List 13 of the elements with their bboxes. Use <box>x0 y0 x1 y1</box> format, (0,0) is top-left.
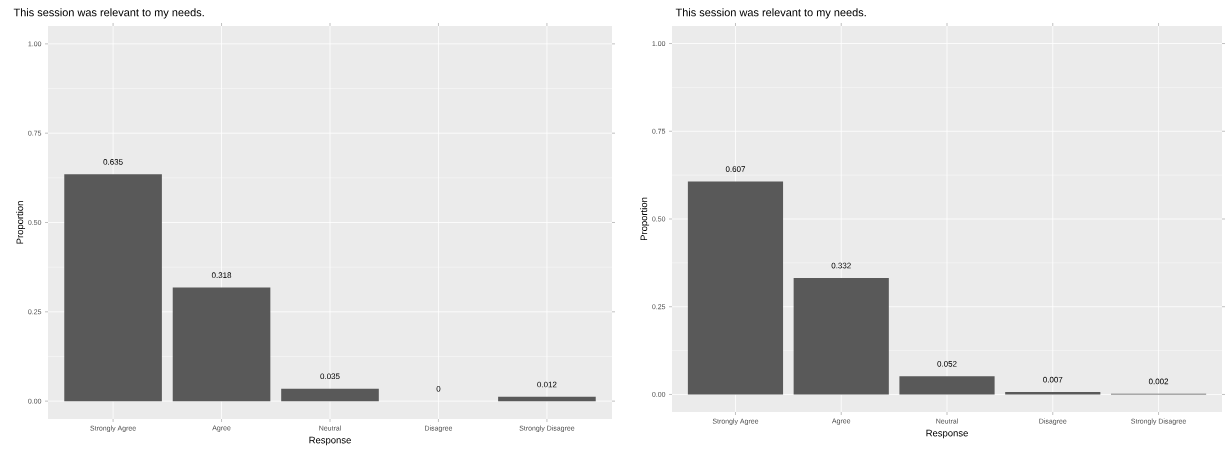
y-axis-title: Proportion <box>16 201 26 244</box>
bar <box>64 174 162 402</box>
bar <box>281 388 379 402</box>
x-axis-title: Response <box>926 429 968 439</box>
bar <box>687 181 784 395</box>
bar <box>498 396 596 402</box>
chart-title: This session was relevant to my needs. <box>675 8 866 19</box>
bar <box>172 287 271 402</box>
bar <box>793 277 889 395</box>
bar <box>899 376 995 395</box>
chart-title: This session was relevant to my needs. <box>13 8 204 19</box>
y-axis-title: Proportion <box>640 197 650 241</box>
x-axis-title: Response <box>309 436 351 446</box>
